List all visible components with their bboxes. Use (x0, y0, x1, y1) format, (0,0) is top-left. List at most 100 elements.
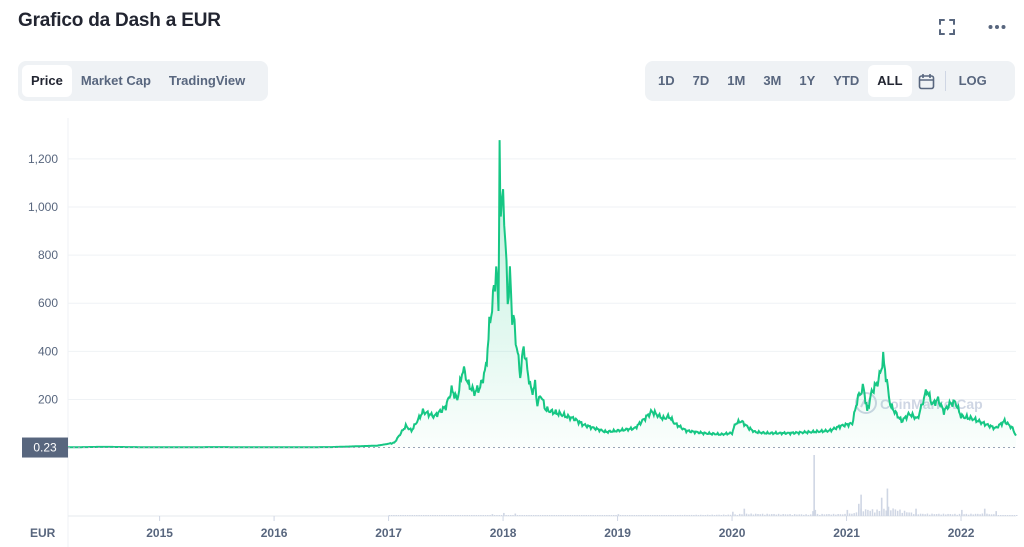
volume-bar (855, 512, 858, 516)
tab-price[interactable]: Price (22, 65, 72, 97)
currency-label: EUR (30, 526, 56, 540)
volume-bar (880, 497, 883, 516)
volume-bar (940, 514, 942, 516)
x-tick-label: 2020 (719, 526, 746, 540)
volume-bar (757, 513, 759, 516)
volume-bar (894, 509, 897, 516)
volume-bar (587, 515, 590, 516)
volume-bar (519, 515, 521, 516)
range-7d-button[interactable]: 7D (692, 73, 710, 88)
volume-bar (484, 515, 487, 516)
range-1d-button[interactable]: 1D (658, 73, 675, 88)
y-tick-label: 200 (38, 392, 58, 406)
range-3m-button[interactable]: 3M (763, 73, 782, 88)
volume-bar (693, 515, 695, 516)
volume-bar (761, 513, 764, 516)
volume-bar (656, 515, 658, 516)
volume-bar (670, 515, 672, 516)
volume-bar (445, 515, 448, 516)
range-1y-button[interactable]: 1Y (799, 73, 816, 88)
range-ytd-button[interactable]: YTD (833, 73, 860, 88)
volume-bar (704, 514, 707, 516)
x-tick-label: 2021 (833, 526, 860, 540)
volume-bar (835, 514, 837, 516)
volume-bar (672, 514, 675, 516)
volume-bar (489, 515, 491, 516)
y-tick-label: 800 (38, 248, 58, 262)
volume-bar (459, 515, 462, 516)
volume-bar (551, 515, 553, 516)
tab-market-cap[interactable]: Market Cap (80, 73, 151, 88)
range-1m-button[interactable]: 1M (727, 73, 746, 88)
volume-bar (535, 515, 537, 516)
volume-bar (983, 508, 986, 516)
log-scale-button[interactable]: LOG (958, 73, 987, 88)
volume-bar (945, 514, 947, 516)
volume-bar (780, 514, 782, 516)
more-icon[interactable] (986, 16, 1008, 38)
volume-bar (416, 515, 418, 516)
volume-bar (1013, 515, 1016, 516)
volume-bar (599, 515, 601, 516)
volume-bar (965, 513, 968, 516)
volume-bar (1002, 515, 1004, 516)
volume-bar (899, 509, 901, 516)
volume-bar (452, 515, 455, 516)
volume-bar (816, 513, 819, 516)
volume-bar (759, 514, 762, 516)
volume-bar (436, 515, 439, 516)
volume-bar (438, 515, 441, 516)
volume-bar (974, 513, 977, 516)
fullscreen-icon[interactable] (936, 16, 958, 38)
volume-bar (770, 514, 773, 516)
volume-bar (413, 515, 416, 516)
volume-bar (454, 515, 457, 516)
volume-bar (848, 513, 851, 516)
toolbar-divider (944, 71, 946, 91)
volume-bar (695, 514, 697, 516)
volume-bar (741, 514, 743, 516)
calendar-icon[interactable] (912, 65, 941, 97)
volume-bar (688, 514, 691, 516)
range-all-button[interactable]: ALL (868, 65, 912, 97)
volume-bar (629, 515, 631, 516)
price-line (68, 140, 1017, 449)
volume-bar (823, 514, 826, 516)
volume-bar (743, 508, 746, 516)
volume-bar (537, 515, 539, 516)
volume-bar (388, 515, 391, 516)
volume-bar (839, 514, 842, 516)
volume-bar (1011, 515, 1013, 516)
volume-bar (425, 515, 427, 516)
volume-bar (924, 514, 926, 516)
volume-bar (516, 515, 519, 516)
volume-bars (388, 455, 1018, 516)
volume-bar (711, 514, 713, 516)
volume-bar (615, 515, 617, 516)
volume-bar (390, 515, 393, 516)
volume-bar (592, 515, 594, 516)
volume-bar (645, 515, 647, 516)
volume-bar (558, 515, 560, 516)
current-price-badge-bg (22, 437, 68, 458)
volume-bar (647, 515, 649, 516)
volume-bar (908, 512, 910, 516)
volume-bar (963, 514, 965, 516)
volume-bar (874, 512, 876, 516)
volume-bar (798, 514, 800, 516)
volume-bar (690, 514, 693, 516)
volume-bar (722, 514, 725, 516)
volume-bar (858, 503, 860, 516)
volume-bar (521, 515, 523, 516)
volume-bar (814, 509, 817, 516)
volume-bar (745, 513, 748, 516)
tab-tradingview[interactable]: TradingView (168, 73, 246, 88)
volume-bar (594, 515, 597, 516)
volume-bar (402, 515, 404, 516)
volume-bar (651, 515, 654, 516)
volume-bar (564, 515, 567, 516)
volume-bar (571, 515, 574, 516)
volume-bar (727, 514, 729, 516)
volume-bar (766, 513, 768, 516)
volume-bar (901, 512, 904, 516)
